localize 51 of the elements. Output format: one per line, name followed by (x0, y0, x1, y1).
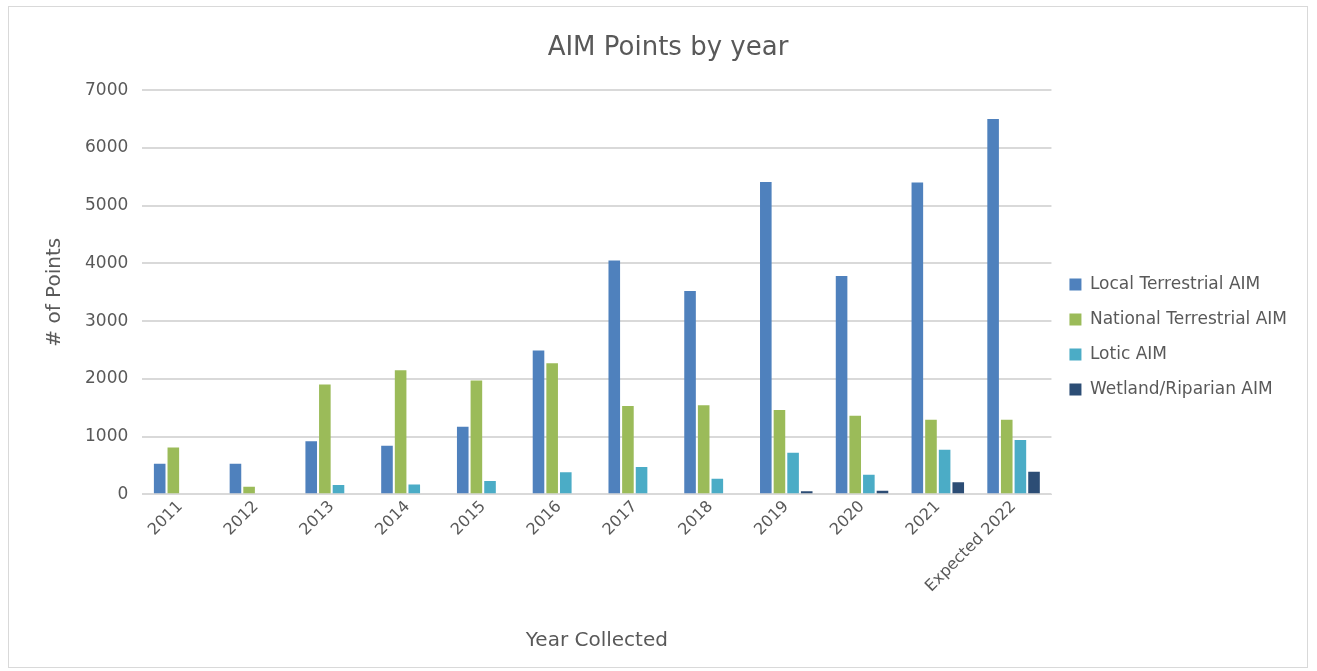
y-tick-label: 4000 (85, 251, 129, 272)
bar (470, 380, 483, 494)
bar (153, 463, 166, 494)
bar (835, 276, 848, 494)
bar (532, 350, 545, 494)
y-tick-label: 0 (117, 482, 129, 503)
y-tick-label: 1000 (85, 424, 129, 445)
y-tick-label: 6000 (85, 136, 129, 157)
bar (167, 447, 180, 494)
bar (697, 405, 710, 494)
bar (773, 409, 786, 494)
bar (635, 467, 648, 494)
bar (319, 384, 331, 494)
legend-label: National Terrestrial AIM (1089, 307, 1288, 328)
bar (1000, 419, 1013, 494)
bar (987, 119, 999, 494)
bar (622, 405, 634, 494)
bar (952, 482, 965, 494)
bar (863, 474, 875, 494)
bar (684, 291, 696, 494)
bar (332, 485, 345, 494)
bar (484, 480, 496, 494)
bar (408, 484, 421, 494)
bar (787, 452, 799, 494)
bar (546, 363, 558, 494)
bar (1014, 439, 1027, 494)
legend-label: Wetland/Riparian AIM (1089, 377, 1273, 398)
bar (229, 463, 242, 494)
chart-title: AIM Points by year (547, 31, 789, 62)
bar (608, 260, 621, 494)
legend-label: Lotic AIM (1089, 342, 1167, 363)
bar (456, 426, 469, 494)
bar (760, 181, 772, 494)
y-tick-label: 3000 (85, 309, 129, 330)
y-tick-label: 2000 (85, 367, 129, 388)
bar (381, 445, 393, 494)
bar (849, 415, 862, 494)
y-tick-label: 5000 (85, 194, 129, 215)
bar (394, 370, 407, 494)
bar (243, 486, 255, 494)
bar (938, 449, 951, 494)
y-axis-title: # of Points (41, 237, 66, 347)
bar (711, 478, 724, 494)
y-tick-label: 7000 (85, 78, 129, 99)
bar (560, 472, 572, 494)
legend-label: Local Terrestrial AIM (1089, 272, 1261, 293)
bar (925, 419, 937, 494)
bar (911, 182, 924, 494)
x-axis-title: Year Collected (524, 627, 668, 652)
bar (1028, 471, 1040, 494)
bar (305, 441, 318, 494)
